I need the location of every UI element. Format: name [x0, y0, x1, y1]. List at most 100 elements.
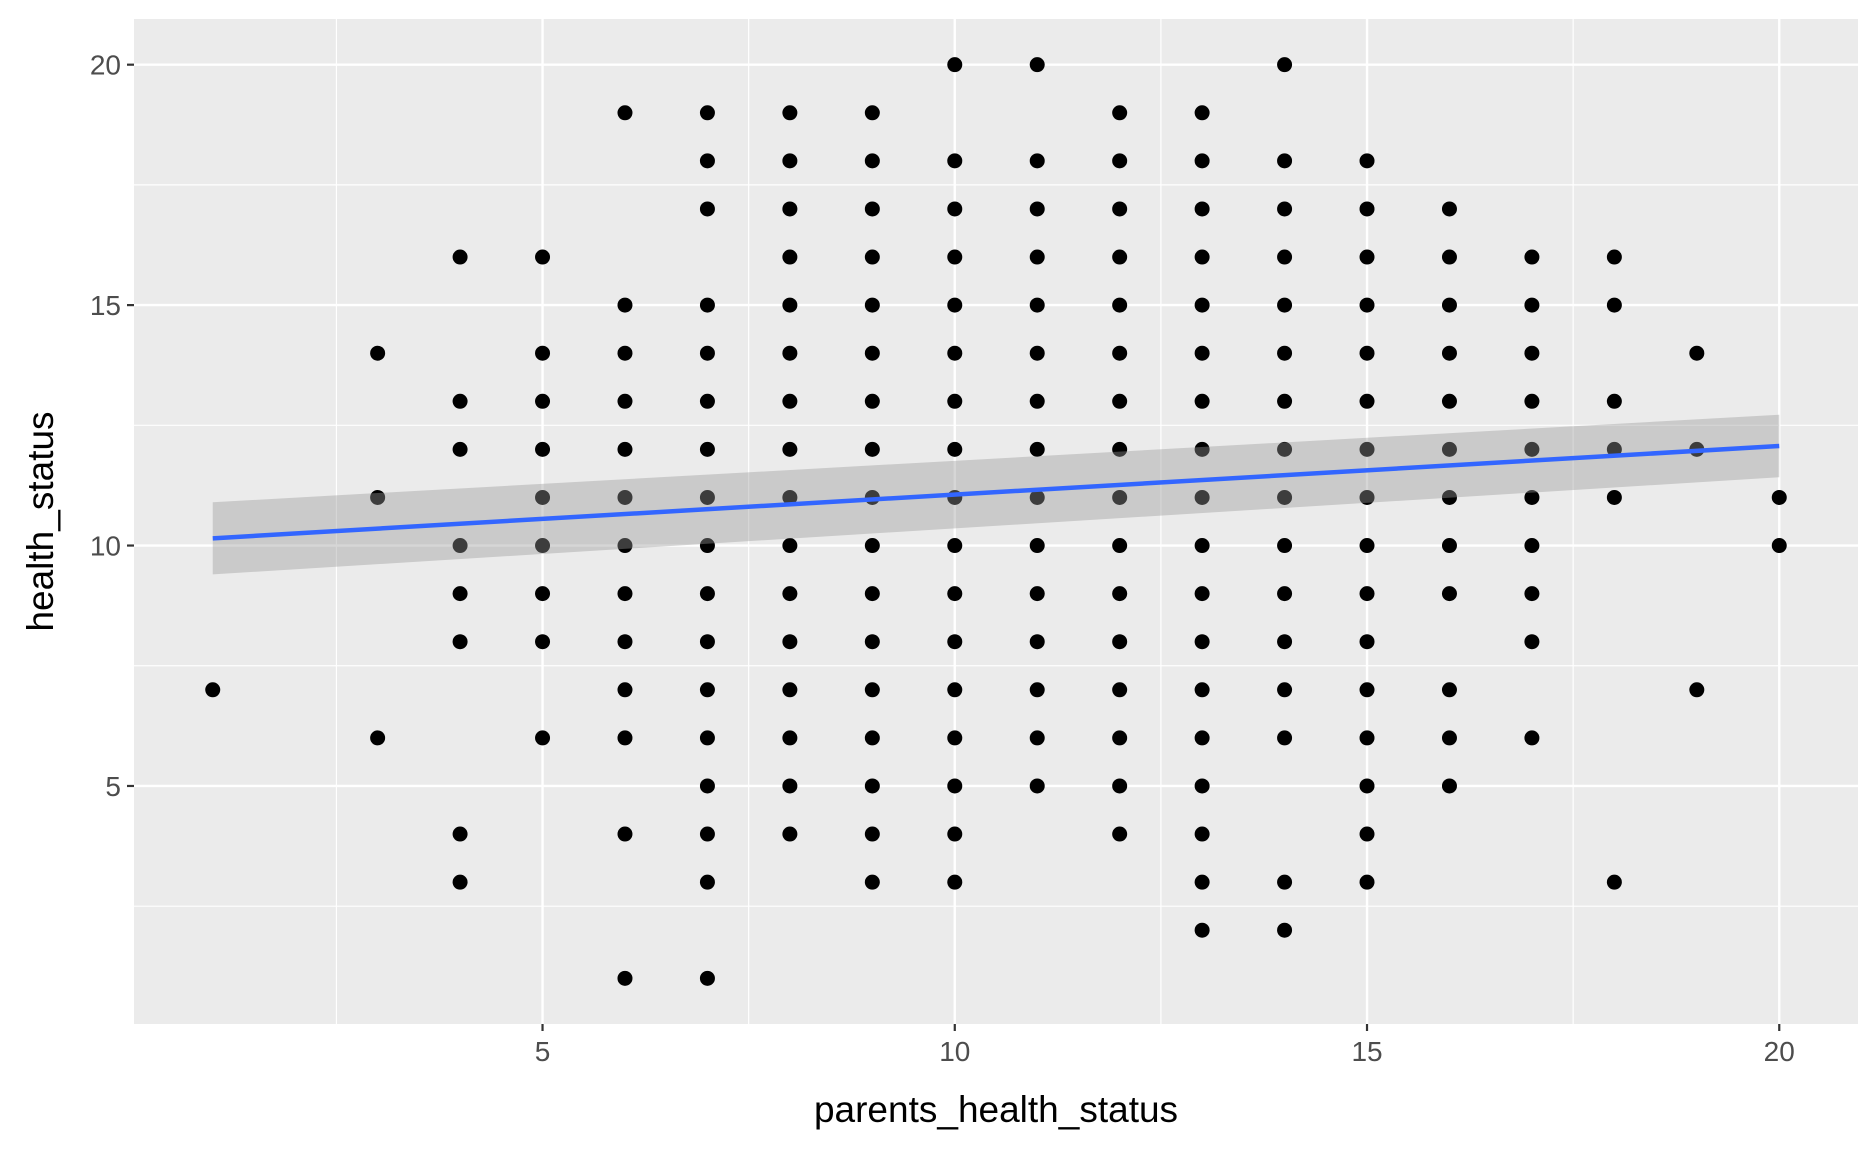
data-point: [1606, 874, 1622, 890]
data-point: [782, 489, 798, 505]
data-point: [1112, 153, 1128, 169]
data-point: [617, 105, 633, 121]
x-tick-label: 5: [535, 1036, 551, 1067]
confidence-band: [212, 414, 1780, 575]
data-point: [1441, 682, 1457, 698]
data-point: [864, 730, 880, 746]
data-point: [699, 105, 715, 121]
y-axis-title: health_status: [20, 411, 61, 631]
data-point: [1277, 393, 1293, 409]
data-point: [1277, 730, 1293, 746]
data-point: [864, 778, 880, 794]
data-point: [1194, 922, 1210, 938]
data-point: [699, 778, 715, 794]
data-point: [782, 634, 798, 650]
data-point: [617, 345, 633, 361]
data-point: [1029, 249, 1045, 265]
data-point: [782, 441, 798, 457]
data-point: [864, 345, 880, 361]
data-point: [1112, 345, 1128, 361]
data-point: [947, 586, 963, 602]
data-point: [782, 778, 798, 794]
data-point: [1194, 730, 1210, 746]
data-point: [1441, 586, 1457, 602]
data-point: [1524, 345, 1540, 361]
data-point: [617, 297, 633, 313]
data-point: [947, 441, 963, 457]
data-point: [864, 874, 880, 890]
data-point: [699, 345, 715, 361]
y-tick-label: 5: [105, 771, 121, 802]
data-point: [1524, 634, 1540, 650]
data-point: [1194, 345, 1210, 361]
data-point: [1029, 153, 1045, 169]
data-point: [782, 105, 798, 121]
data-point: [864, 826, 880, 842]
data-point: [947, 682, 963, 698]
data-point: [535, 249, 551, 265]
data-point: [947, 249, 963, 265]
data-point: [1029, 393, 1045, 409]
data-point: [699, 586, 715, 602]
data-point: [1524, 249, 1540, 265]
data-point: [452, 249, 468, 265]
data-point: [1112, 297, 1128, 313]
data-point: [864, 201, 880, 217]
data-point: [1606, 441, 1622, 457]
data-point: [1359, 345, 1375, 361]
data-point: [535, 586, 551, 602]
data-point: [1112, 489, 1128, 505]
data-point: [1029, 489, 1045, 505]
data-point: [947, 345, 963, 361]
data-point: [864, 586, 880, 602]
data-point: [699, 393, 715, 409]
x-axis-title: parents_health_status: [814, 1089, 1178, 1130]
data-points: [205, 57, 1787, 986]
x-axis: 5 10 15 20: [535, 1024, 1795, 1067]
data-point: [864, 297, 880, 313]
data-point: [1359, 826, 1375, 842]
data-point: [1359, 778, 1375, 794]
data-point: [1359, 874, 1375, 890]
data-point: [1606, 297, 1622, 313]
data-point: [782, 682, 798, 698]
data-point: [1441, 297, 1457, 313]
data-point: [782, 730, 798, 746]
data-point: [1112, 634, 1128, 650]
data-point: [864, 393, 880, 409]
data-point: [1441, 730, 1457, 746]
data-point: [1524, 441, 1540, 457]
data-point: [1112, 441, 1128, 457]
y-tick-label: 10: [90, 531, 121, 562]
data-point: [1606, 489, 1622, 505]
data-point: [1277, 57, 1293, 73]
data-point: [1277, 922, 1293, 938]
data-point: [1359, 393, 1375, 409]
data-point: [947, 393, 963, 409]
data-point: [699, 826, 715, 842]
data-point: [617, 586, 633, 602]
data-point: [782, 826, 798, 842]
data-point: [1194, 489, 1210, 505]
data-point: [1441, 201, 1457, 217]
data-point: [1194, 538, 1210, 554]
data-point: [699, 730, 715, 746]
data-point: [782, 249, 798, 265]
data-point: [1029, 586, 1045, 602]
data-point: [535, 441, 551, 457]
data-point: [782, 393, 798, 409]
data-point: [617, 393, 633, 409]
data-point: [1359, 489, 1375, 505]
data-point: [1771, 538, 1787, 554]
data-point: [782, 538, 798, 554]
data-point: [452, 874, 468, 890]
data-point: [1359, 682, 1375, 698]
data-point: [617, 730, 633, 746]
data-point: [452, 441, 468, 457]
data-point: [1277, 634, 1293, 650]
data-point: [1112, 682, 1128, 698]
data-point: [864, 153, 880, 169]
data-point: [1112, 249, 1128, 265]
data-point: [1029, 441, 1045, 457]
data-point: [782, 153, 798, 169]
